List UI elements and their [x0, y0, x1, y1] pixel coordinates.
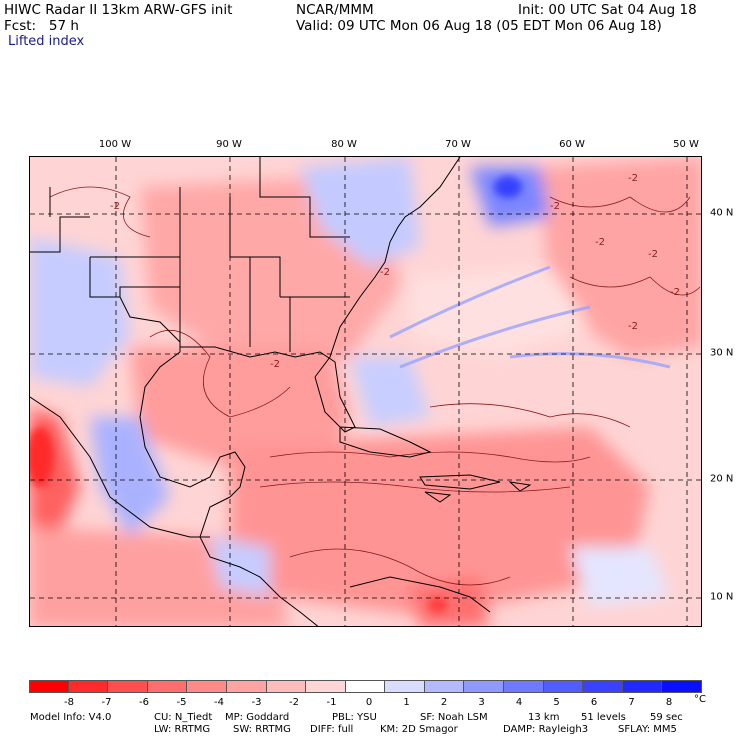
contour-label: -2: [270, 359, 280, 370]
positive-streaks: [389, 265, 671, 369]
colorbar: [29, 680, 702, 693]
colorbar-swatch: [385, 680, 425, 693]
colorbar-swatch: [662, 680, 702, 693]
colorbar-tick-label: 2: [440, 697, 448, 708]
colorbar-swatch: [345, 680, 386, 693]
contour-label: -2: [595, 237, 605, 248]
lifted-index-map: -2 -2 -2 -2 -2 -2 -2 -2 -2: [29, 156, 702, 627]
lon-label: 90 W: [216, 139, 242, 150]
strong-positive-core: [494, 176, 522, 198]
lon-label: 50 W: [673, 139, 699, 150]
lon-label: 100 W: [98, 139, 132, 150]
colorbar-swatch: [226, 680, 267, 693]
lat-label: 20 N: [710, 473, 734, 485]
colorbar-tick-label: 5: [553, 697, 560, 708]
footer-km: KM: 2D Smagor: [380, 724, 458, 735]
colorbar-tick-label: 6: [590, 697, 598, 708]
colorbar-tick-label: -4: [214, 697, 224, 708]
colorbar-tick-label: -8: [64, 697, 74, 708]
colorbar-swatch: [583, 680, 623, 693]
footer-diff: DIFF: full: [310, 724, 354, 735]
footer-damp: DAMP: Rayleigh3: [503, 724, 589, 735]
contour-label: -2: [670, 287, 680, 298]
footer-runtime: 59 sec: [650, 712, 683, 723]
coastlines: [30, 157, 532, 626]
colorbar-swatch: [29, 680, 69, 693]
source-label: NCAR/MMM: [296, 2, 374, 18]
colorbar-swatch: [68, 680, 109, 693]
colorbar-swatch: [504, 680, 544, 693]
colorbar-tick-label: -1: [326, 697, 337, 708]
footer-pbl: PBL: YSU: [332, 712, 377, 723]
colorbar-tick-label: -6: [139, 697, 149, 708]
lon-label: 70 W: [445, 139, 471, 150]
footer-sflay: SFLAY: MM5: [618, 724, 677, 735]
colorbar-swatch: [622, 680, 663, 693]
colorbar-swatch: [187, 680, 227, 693]
colorbar-tick-label: 8: [665, 697, 673, 708]
contour-label: -2: [550, 201, 560, 212]
init-time: Init: 00 UTC Sat 04 Aug 18: [518, 2, 697, 18]
colorbar-tick-label: -5: [176, 697, 187, 708]
footer-mp: MP: Goddard: [225, 712, 290, 723]
lifted-index-field: [30, 157, 701, 626]
lat-lon-grid: [30, 157, 701, 626]
lat-label: 10 N: [710, 591, 734, 603]
colorbar-swatch: [424, 680, 465, 693]
footer-resolution: 13 km: [528, 712, 560, 723]
colorbar-tick-label: 7: [628, 697, 635, 708]
colorbar-swatch: [108, 680, 148, 693]
contour-label: -2: [628, 321, 638, 332]
footer-lw: LW: RRTMG: [154, 724, 211, 735]
contour-lines: [49, 186, 701, 586]
forecast-hour: Fcst: 57 h: [4, 18, 79, 34]
contour-label: -2: [380, 267, 390, 278]
colorbar-swatch: [147, 680, 188, 693]
footer-levels: 51 levels: [581, 712, 626, 723]
colorbar-tick-label: 1: [403, 697, 410, 708]
field-name: Lifted index: [8, 34, 85, 49]
contour-label: -2: [628, 173, 638, 184]
colorbar-swatch: [306, 680, 346, 693]
colorbar-swatch: [543, 680, 584, 693]
footer-cu: CU: N_Tiedt: [154, 712, 213, 723]
map-title: HIWC Radar II 13km ARW-GFS init: [4, 2, 233, 18]
contour-label: -2: [648, 249, 658, 260]
colorbar-tick-label: 4: [515, 697, 523, 708]
colorbar-tick-label: -7: [101, 697, 112, 708]
colorbar-tick-label: 0: [365, 697, 373, 708]
colorbar-tick-label: -3: [251, 697, 262, 708]
strong-negative-core: [30, 427, 54, 487]
lon-label: 80 W: [331, 139, 357, 150]
lat-label: 30 N: [710, 347, 734, 359]
colorbar-swatch: [266, 680, 307, 693]
valid-time: Valid: 09 UTC Mon 06 Aug 18 (05 EDT Mon …: [296, 18, 662, 34]
colorbar-tick-label: -2: [289, 697, 299, 708]
footer-sw: SW: RRTMG: [233, 724, 291, 735]
colorbar-tick-label: 3: [478, 697, 485, 708]
colorbar-swatch: [464, 680, 505, 693]
footer-model-info: Model Info: V4.0: [30, 712, 112, 723]
colorbar-unit: °C: [694, 694, 706, 705]
contour-label: -2: [110, 201, 120, 212]
footer-sf: SF: Noah LSM: [420, 712, 488, 723]
lon-label: 60 W: [559, 139, 585, 150]
lat-label: 40 N: [710, 207, 734, 219]
